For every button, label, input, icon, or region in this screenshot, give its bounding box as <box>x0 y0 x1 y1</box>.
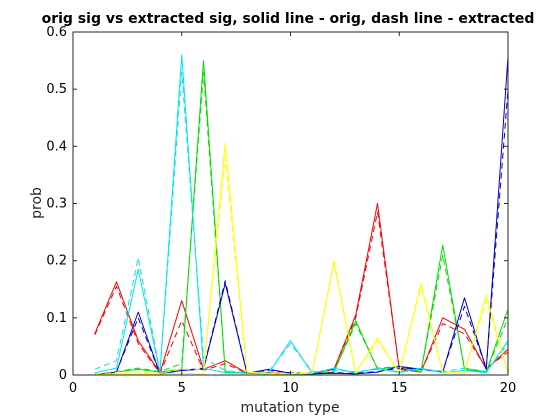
x-tick-label: 0 <box>69 381 77 396</box>
y-tick-label: 0.4 <box>46 139 67 154</box>
x-tick-label: 15 <box>391 381 408 396</box>
y-tick-label: 0.5 <box>46 82 67 97</box>
series-line-10 <box>94 157 509 375</box>
chart-title: orig sig vs extracted sig, solid line - … <box>42 11 535 27</box>
y-axis-label: prob <box>29 187 45 219</box>
x-tick-label: 10 <box>282 381 299 396</box>
plot-area <box>73 32 508 375</box>
series-layer <box>94 54 509 376</box>
x-tick-label: 20 <box>500 381 517 396</box>
y-tick-label: 0.1 <box>46 311 67 326</box>
y-tick-label: 0.3 <box>46 197 67 212</box>
tick-layer: 0 5 10 15 20 0 0.1 0.2 0.3 0.4 0.5 0.6 <box>46 25 516 396</box>
series-line-8 <box>94 71 509 374</box>
y-tick-label: 0.6 <box>46 25 67 40</box>
x-axis-label: mutation type <box>240 400 339 416</box>
y-tick-label: 0.2 <box>46 254 67 269</box>
x-tick-label: 5 <box>178 381 186 396</box>
y-tick-label: 0 <box>59 368 67 383</box>
